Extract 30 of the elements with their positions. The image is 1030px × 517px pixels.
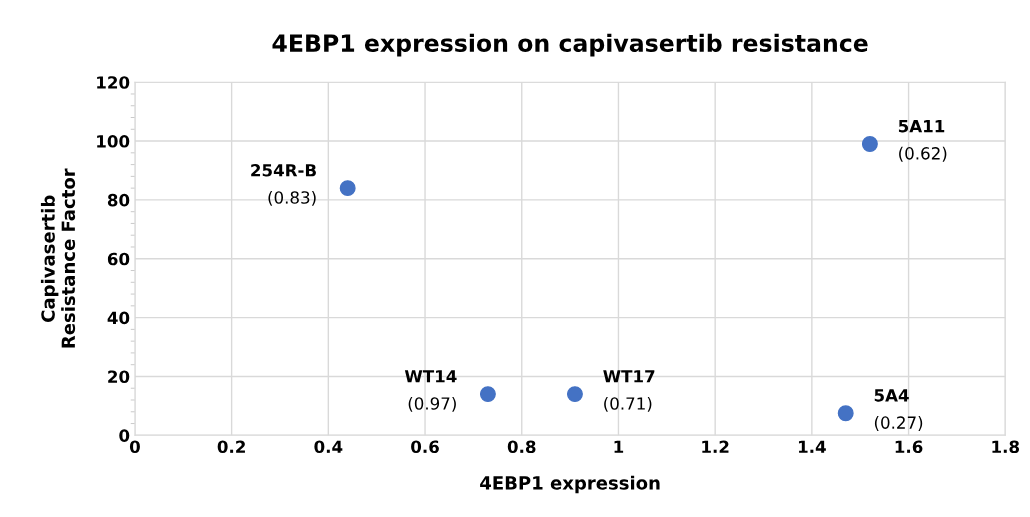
x-tick-label: 0.4 — [314, 440, 343, 454]
point — [339, 180, 356, 197]
annotation: 5A4 (0.27) — [874, 389, 923, 431]
point — [861, 136, 878, 152]
x-tick-label: 0 — [129, 440, 140, 454]
x-tick-label: 0.2 — [217, 440, 245, 454]
chart-title: 4EBP1 expression on capivasertib resistance — [272, 33, 868, 57]
y-axis-title: Capivasertib Resistance Factor — [40, 168, 76, 348]
x-tick-label: 0.8 — [507, 440, 536, 454]
y-tick-label: 20 — [108, 370, 130, 384]
y-tick-label: 80 — [107, 193, 130, 207]
y-tick-label: 40 — [107, 311, 130, 325]
annotation: WT17 (0.71) — [603, 370, 655, 412]
x-tick-label: 1.6 — [895, 440, 923, 454]
x-axis-title: 4EBP1 expression — [480, 475, 660, 494]
x-tick-label: 1.8 — [992, 440, 1020, 454]
y-tick-label: 0 — [119, 429, 130, 442]
x-tick-label: 0.6 — [411, 440, 439, 454]
point — [837, 405, 854, 422]
x-tick-label: 1 — [614, 440, 624, 453]
annotation: 254R-B (0.83) — [251, 163, 316, 206]
x-tick-label: 1.2 — [702, 440, 729, 453]
annotation: WT14 (0.97) — [404, 370, 457, 412]
y-tick-label: 100 — [97, 135, 130, 148]
y-tick-label: 60 — [107, 252, 130, 266]
y-tick-label: 120 — [97, 76, 130, 89]
x-tick-label: 1.4 — [798, 440, 826, 453]
point — [566, 386, 583, 403]
annotation: 5A11 (0.62) — [898, 120, 947, 162]
point — [479, 386, 496, 403]
